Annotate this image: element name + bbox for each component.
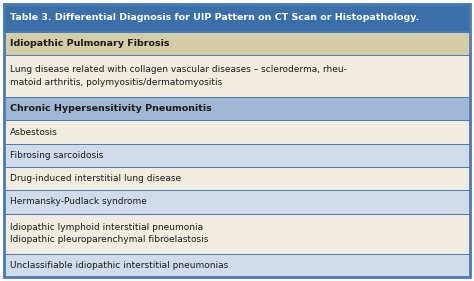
- Bar: [4, 190, 470, 214]
- Text: Chronic Hypersensitivity Pneumonitis: Chronic Hypersensitivity Pneumonitis: [10, 104, 212, 113]
- Text: Lung disease related with collagen vascular diseases – scleroderma, rheu-
matoid: Lung disease related with collagen vascu…: [10, 65, 347, 87]
- Bar: [4, 97, 470, 120]
- Bar: [4, 254, 470, 277]
- Text: Asbestosis: Asbestosis: [10, 128, 58, 137]
- Bar: [4, 214, 470, 254]
- Text: Idiopathic lymphoid interstitial pneumonia
Idiopathic pleuroparenchymal fibroela: Idiopathic lymphoid interstitial pneumon…: [10, 223, 209, 244]
- Bar: [4, 144, 470, 167]
- Text: Unclassifiable idiopathic interstitial pneumonias: Unclassifiable idiopathic interstitial p…: [10, 261, 228, 270]
- Text: Idiopathic Pulmonary Fibrosis: Idiopathic Pulmonary Fibrosis: [10, 39, 170, 48]
- Text: Table 3. Differential Diagnosis for UIP Pattern on CT Scan or Histopathology.: Table 3. Differential Diagnosis for UIP …: [10, 13, 419, 22]
- Text: Drug-induced interstitial lung disease: Drug-induced interstitial lung disease: [10, 174, 181, 183]
- Text: Hermansky-Pudlack syndrome: Hermansky-Pudlack syndrome: [10, 197, 147, 206]
- Bar: [4, 167, 470, 190]
- Bar: [4, 120, 470, 144]
- Bar: [4, 4, 470, 31]
- Bar: [4, 55, 470, 97]
- Bar: [4, 31, 470, 55]
- Text: Fibrosing sarcoidosis: Fibrosing sarcoidosis: [10, 151, 103, 160]
